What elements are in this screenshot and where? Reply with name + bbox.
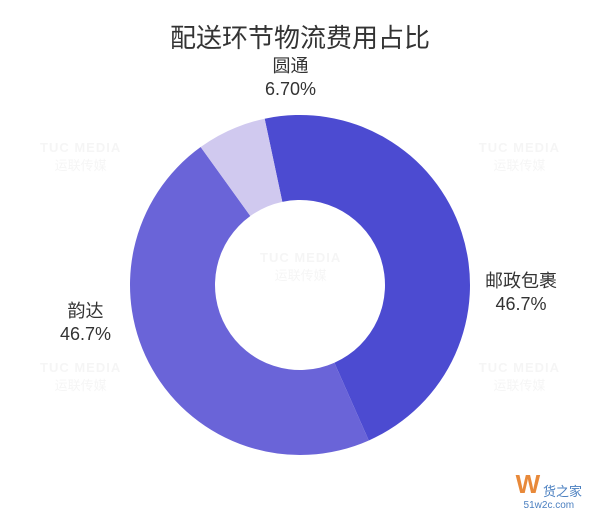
label-yunda-name: 韵达 [60, 300, 111, 323]
label-yuanto: 圆通 6.70% [265, 55, 316, 102]
label-yuanto-pct: 6.70% [265, 78, 316, 101]
label-postal-name: 邮政包裹 [485, 270, 557, 293]
label-postal-pct: 46.7% [485, 293, 557, 316]
label-yunda-pct: 46.7% [60, 323, 111, 346]
corner-logo-name: 货之家 [543, 481, 582, 500]
label-yunda: 韵达 46.7% [60, 300, 111, 347]
donut-svg [110, 95, 490, 475]
corner-logo-letter: W [516, 469, 541, 499]
donut-chart: 邮政包裹 46.7% 韵达 46.7% 圆通 6.70% [0, 75, 600, 495]
corner-logo-url: 51w2c.com [524, 500, 575, 511]
label-yuanto-name: 圆通 [265, 55, 316, 78]
label-postal: 邮政包裹 46.7% [485, 270, 557, 317]
chart-title: 配送环节物流费用占比 [0, 0, 600, 55]
corner-logo: W 货之家 51w2c.com [516, 471, 582, 511]
